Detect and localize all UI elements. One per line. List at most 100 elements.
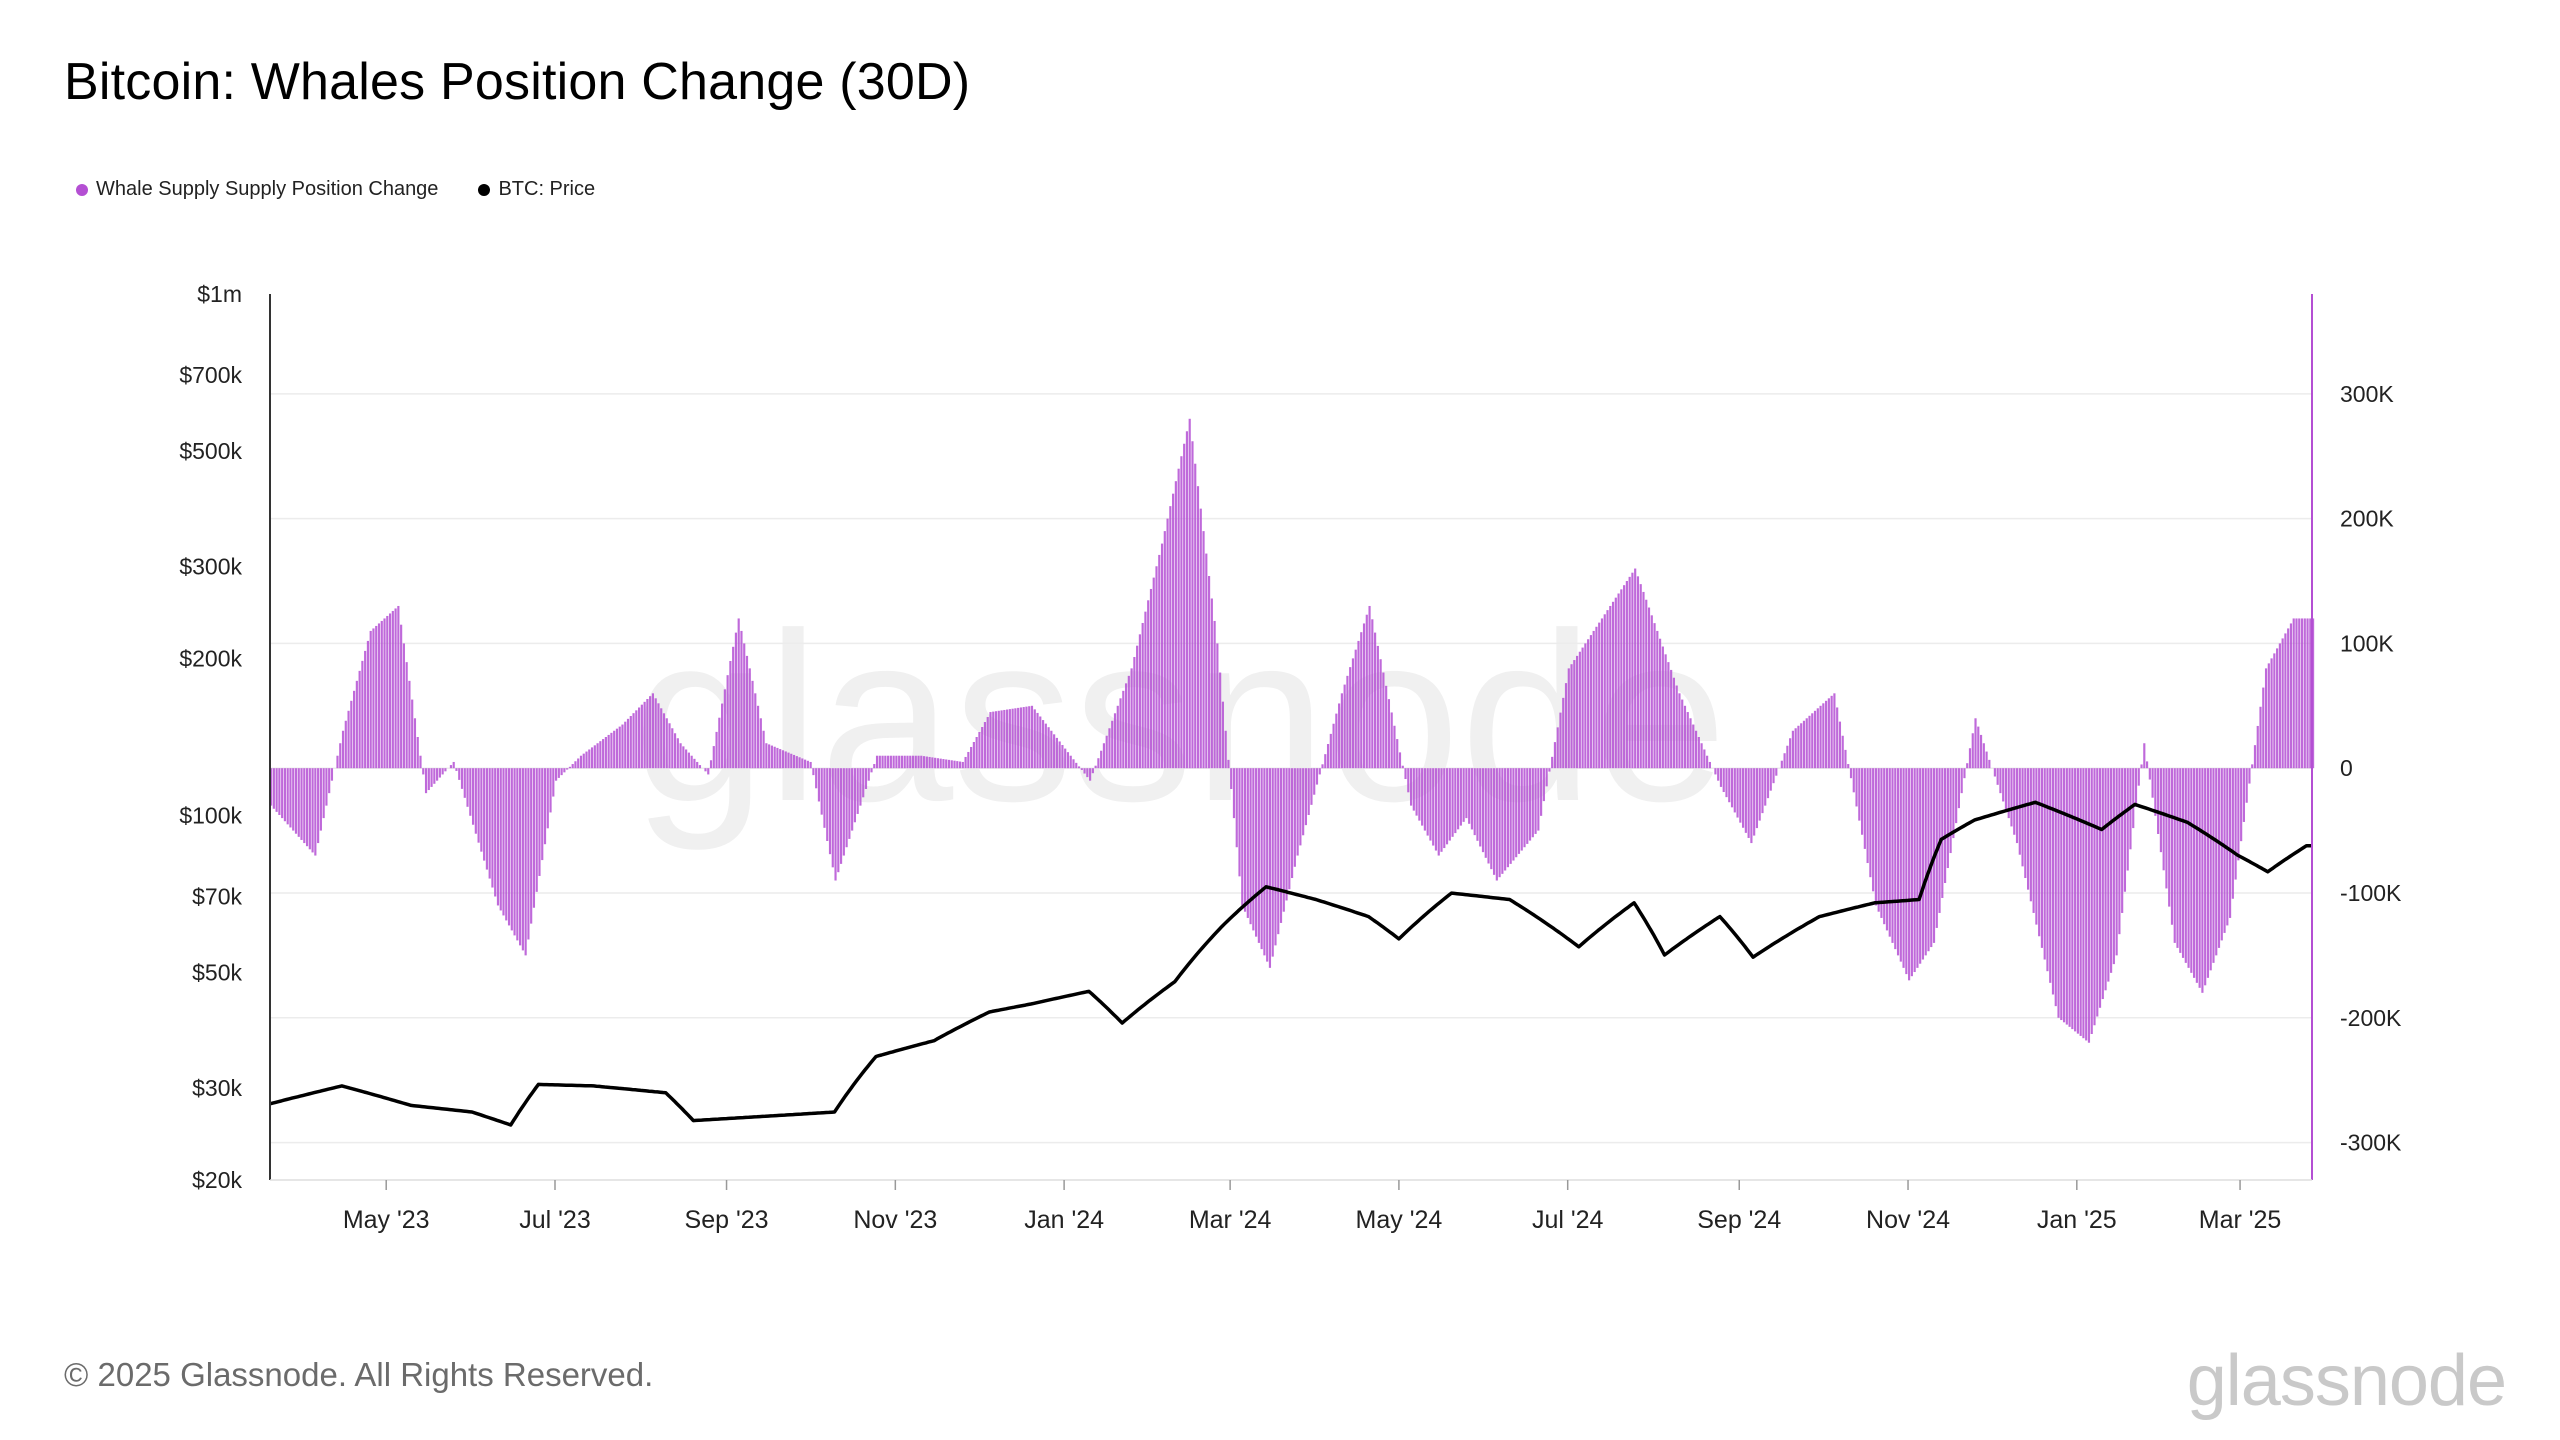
bar <box>1534 768 1537 834</box>
bar <box>538 768 541 876</box>
brand-logo[interactable]: glassnode <box>2186 1341 2507 1421</box>
bar <box>2234 768 2237 880</box>
bar <box>1252 768 1255 931</box>
bar <box>2270 658 2273 769</box>
legend-dot-price <box>478 183 491 196</box>
bar <box>2284 633 2287 769</box>
bar <box>2060 768 2063 1021</box>
legend-item-price[interactable]: BTC: Price <box>478 178 595 201</box>
bar <box>471 768 475 825</box>
bar <box>1379 659 1382 769</box>
bar <box>1955 768 1958 824</box>
bar <box>1952 768 1955 839</box>
bar <box>1714 768 1717 775</box>
bar <box>892 755 895 769</box>
bar <box>463 768 466 798</box>
bar <box>1694 730 1698 769</box>
bar <box>1789 738 1792 769</box>
bar <box>1468 768 1471 824</box>
bar <box>604 737 607 769</box>
bar <box>510 768 513 931</box>
bar <box>709 760 713 769</box>
bar <box>2004 768 2008 810</box>
legend-item-whale[interactable]: Whale Supply Supply Position Change <box>76 178 438 201</box>
legend-label-whale: Whale Supply Supply Position Change <box>96 178 439 200</box>
bar <box>330 768 334 781</box>
bar <box>881 755 884 769</box>
bar <box>1465 768 1468 819</box>
bar <box>1949 768 1952 854</box>
bar <box>884 755 887 769</box>
bar <box>283 768 287 822</box>
bar <box>878 755 881 769</box>
bar <box>1382 672 1385 769</box>
bar <box>1849 768 1853 779</box>
bar <box>696 761 699 769</box>
bar <box>867 768 870 781</box>
bar <box>2148 768 2151 780</box>
bar <box>1401 765 1404 769</box>
bar <box>541 768 544 861</box>
bar <box>2259 706 2262 769</box>
bar <box>430 768 433 787</box>
bar <box>419 755 422 769</box>
bar <box>272 768 275 809</box>
bar <box>1362 623 1366 769</box>
bar <box>408 680 411 769</box>
bar <box>2170 768 2174 925</box>
bar <box>411 699 414 769</box>
bar <box>1241 768 1244 906</box>
bar <box>1825 700 1828 769</box>
bar <box>1360 632 1363 769</box>
bar <box>2079 768 2082 1036</box>
bar <box>1243 768 1247 912</box>
bar <box>726 675 729 769</box>
bar <box>1418 768 1421 821</box>
chart-title: Bitcoin: Whales Position Change (30D) <box>64 53 971 111</box>
bar <box>864 768 868 789</box>
bar <box>1230 768 1233 789</box>
bar <box>613 730 616 769</box>
bar <box>1703 749 1706 769</box>
bar <box>516 768 519 941</box>
bar <box>1769 768 1772 791</box>
bar <box>646 698 649 769</box>
bar <box>1584 643 1587 769</box>
bar <box>1490 768 1493 870</box>
bar <box>1971 733 1974 769</box>
bar <box>1744 768 1747 833</box>
bar <box>344 720 347 769</box>
bar <box>2027 768 2030 890</box>
bar <box>1147 600 1150 769</box>
bar <box>1797 725 1800 769</box>
bar <box>1194 463 1197 769</box>
bar <box>2057 768 2060 1018</box>
bar <box>524 768 527 956</box>
bar <box>1429 768 1432 841</box>
bar <box>347 710 350 769</box>
bar <box>474 768 477 834</box>
bar <box>2018 768 2021 855</box>
bar <box>1977 726 1980 769</box>
price-line-series <box>269 800 2312 1127</box>
bar <box>1504 768 1507 871</box>
bar <box>983 722 987 769</box>
bar <box>942 759 945 769</box>
bar <box>530 768 533 924</box>
left-axis-ticks: $1m $700k $500k $300k $200k $100k $70k $50k $30k… <box>179 281 242 1193</box>
bar <box>1479 768 1482 847</box>
bar <box>2098 768 2102 1008</box>
bar <box>1124 683 1128 769</box>
bar <box>2215 768 2218 956</box>
bar <box>2228 768 2232 918</box>
bar <box>1675 685 1678 769</box>
right-tick-label: 200K <box>2340 506 2394 532</box>
bar <box>358 670 361 769</box>
bar <box>2231 768 2234 899</box>
bar <box>1116 705 1119 769</box>
bar <box>1869 768 1872 878</box>
bar <box>1246 768 1249 918</box>
bar <box>319 768 322 831</box>
bar <box>729 660 732 769</box>
